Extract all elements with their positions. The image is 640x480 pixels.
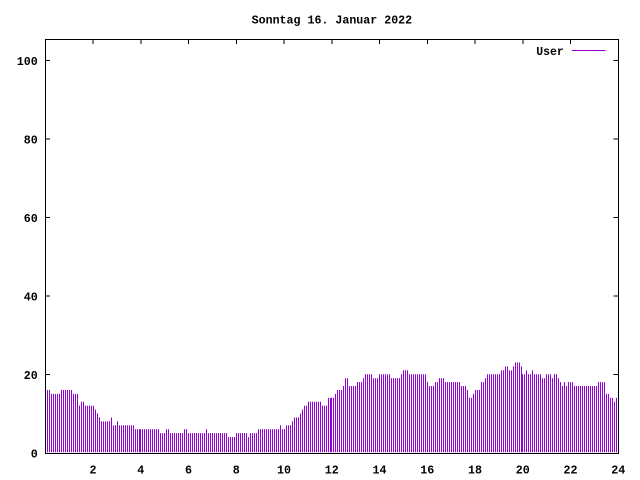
svg-text:20: 20 [24, 369, 38, 383]
svg-text:80: 80 [24, 133, 38, 147]
svg-text:100: 100 [17, 55, 38, 69]
svg-text:10: 10 [277, 464, 291, 478]
svg-text:4: 4 [137, 464, 144, 478]
svg-text:2: 2 [90, 464, 97, 478]
svg-text:0: 0 [31, 447, 38, 461]
svg-text:20: 20 [516, 464, 530, 478]
svg-text:6: 6 [185, 464, 192, 478]
svg-text:12: 12 [325, 464, 339, 478]
svg-text:8: 8 [233, 464, 240, 478]
svg-text:22: 22 [564, 464, 578, 478]
svg-text:16: 16 [420, 464, 434, 478]
svg-text:60: 60 [24, 212, 38, 226]
svg-text:Sonntag 16. Januar 2022: Sonntag 16. Januar 2022 [252, 14, 413, 28]
svg-text:24: 24 [611, 464, 625, 478]
svg-text:User: User [536, 45, 564, 59]
svg-text:14: 14 [373, 464, 387, 478]
svg-text:40: 40 [24, 290, 38, 304]
svg-text:18: 18 [468, 464, 482, 478]
